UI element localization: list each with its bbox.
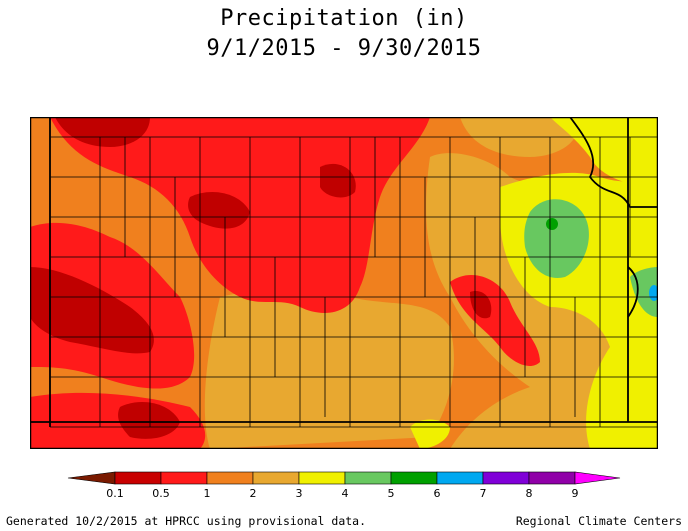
precip-area-under-0.5in-west: [30, 267, 154, 354]
legend-swatch: [160, 471, 208, 485]
precip-area-under-0.5in-northeast: [320, 163, 356, 198]
legend-swatch: [482, 471, 530, 485]
legend-tick-label: 3: [296, 487, 303, 500]
legend-tick-label: 2: [250, 487, 257, 500]
legend-swatch: [390, 471, 438, 485]
state-borders: [30, 117, 658, 427]
precip-area-5-6in: [546, 218, 558, 230]
precip-area-4-5in: [524, 199, 589, 278]
generated-note: Generated 10/2/2015 at HPRCC using provi…: [6, 514, 367, 528]
legend-tick-label: 4: [342, 487, 349, 500]
legend-tick-label: 7: [480, 487, 487, 500]
precip-area-2-3in-central: [204, 289, 454, 449]
precipitation-map: [30, 117, 658, 449]
map-title: Precipitation (in): [220, 6, 468, 31]
legend-swatch: [528, 471, 576, 485]
precip-area-3-4in-corner: [550, 117, 658, 187]
legend-swatch: [298, 471, 346, 485]
legend-swatch: [114, 471, 162, 485]
legend-swatch: [206, 471, 254, 485]
legend-swatch: [436, 471, 484, 485]
legend-tick-label: 0.1: [106, 487, 124, 500]
precip-area-under-0.5in-north: [55, 117, 150, 147]
precip-area-under-0.5in-south: [118, 402, 180, 439]
legend-swatch-above-max: [574, 471, 621, 485]
legend-tick-label: 1: [204, 487, 211, 500]
legend-tick-label: 6: [434, 487, 441, 500]
legend-tick-label: 5: [388, 487, 395, 500]
source-credit: Regional Climate Centers: [515, 514, 682, 528]
legend-swatch-below-min: [67, 471, 116, 485]
date-range: 9/1/2015 - 9/30/2015: [206, 36, 482, 61]
precip-area-under-0.5in-central: [188, 192, 250, 229]
legend-swatch: [252, 471, 300, 485]
color-legend: 0.1 0.5 1 2 3 4 5 6 7 8 9: [67, 471, 621, 500]
legend-tick-label: 8: [526, 487, 533, 500]
map-frame: [30, 117, 658, 449]
legend-tick-label: 9: [572, 487, 579, 500]
legend-tick-label: 0.5: [152, 487, 170, 500]
legend-swatch: [344, 471, 392, 485]
